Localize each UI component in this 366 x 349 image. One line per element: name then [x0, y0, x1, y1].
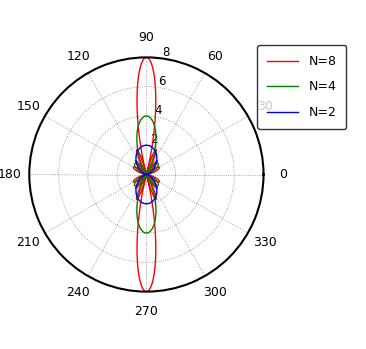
- Legend: N=8, N=4, N=2: N=8, N=4, N=2: [257, 45, 346, 129]
- N=4: [144, 172, 149, 177]
- N=8: [142, 172, 146, 176]
- N=2: [144, 172, 149, 177]
- N=8: [144, 55, 149, 59]
- N=8: [144, 172, 149, 177]
- N=4: [144, 172, 149, 177]
- N=8: [135, 251, 139, 255]
- N=8: [140, 165, 144, 170]
- N=4: [144, 114, 149, 118]
- N=2: [144, 143, 149, 147]
- N=2: [144, 172, 149, 177]
- N=4: [147, 173, 152, 177]
- N=8: [144, 172, 149, 177]
- Line: N=4: N=4: [134, 116, 158, 233]
- N=2: [146, 201, 150, 206]
- N=4: [143, 172, 147, 176]
- N=8: [153, 176, 158, 180]
- N=2: [134, 156, 138, 160]
- Line: N=2: N=2: [136, 145, 157, 204]
- N=2: [143, 172, 148, 177]
- N=8: [150, 279, 155, 283]
- Line: N=8: N=8: [133, 57, 160, 292]
- N=2: [141, 201, 145, 205]
- N=2: [146, 173, 150, 177]
- N=2: [147, 173, 151, 178]
- N=4: [149, 174, 153, 178]
- N=4: [138, 225, 142, 230]
- N=4: [147, 230, 152, 234]
- N=8: [150, 174, 154, 178]
- N=4: [142, 169, 146, 173]
